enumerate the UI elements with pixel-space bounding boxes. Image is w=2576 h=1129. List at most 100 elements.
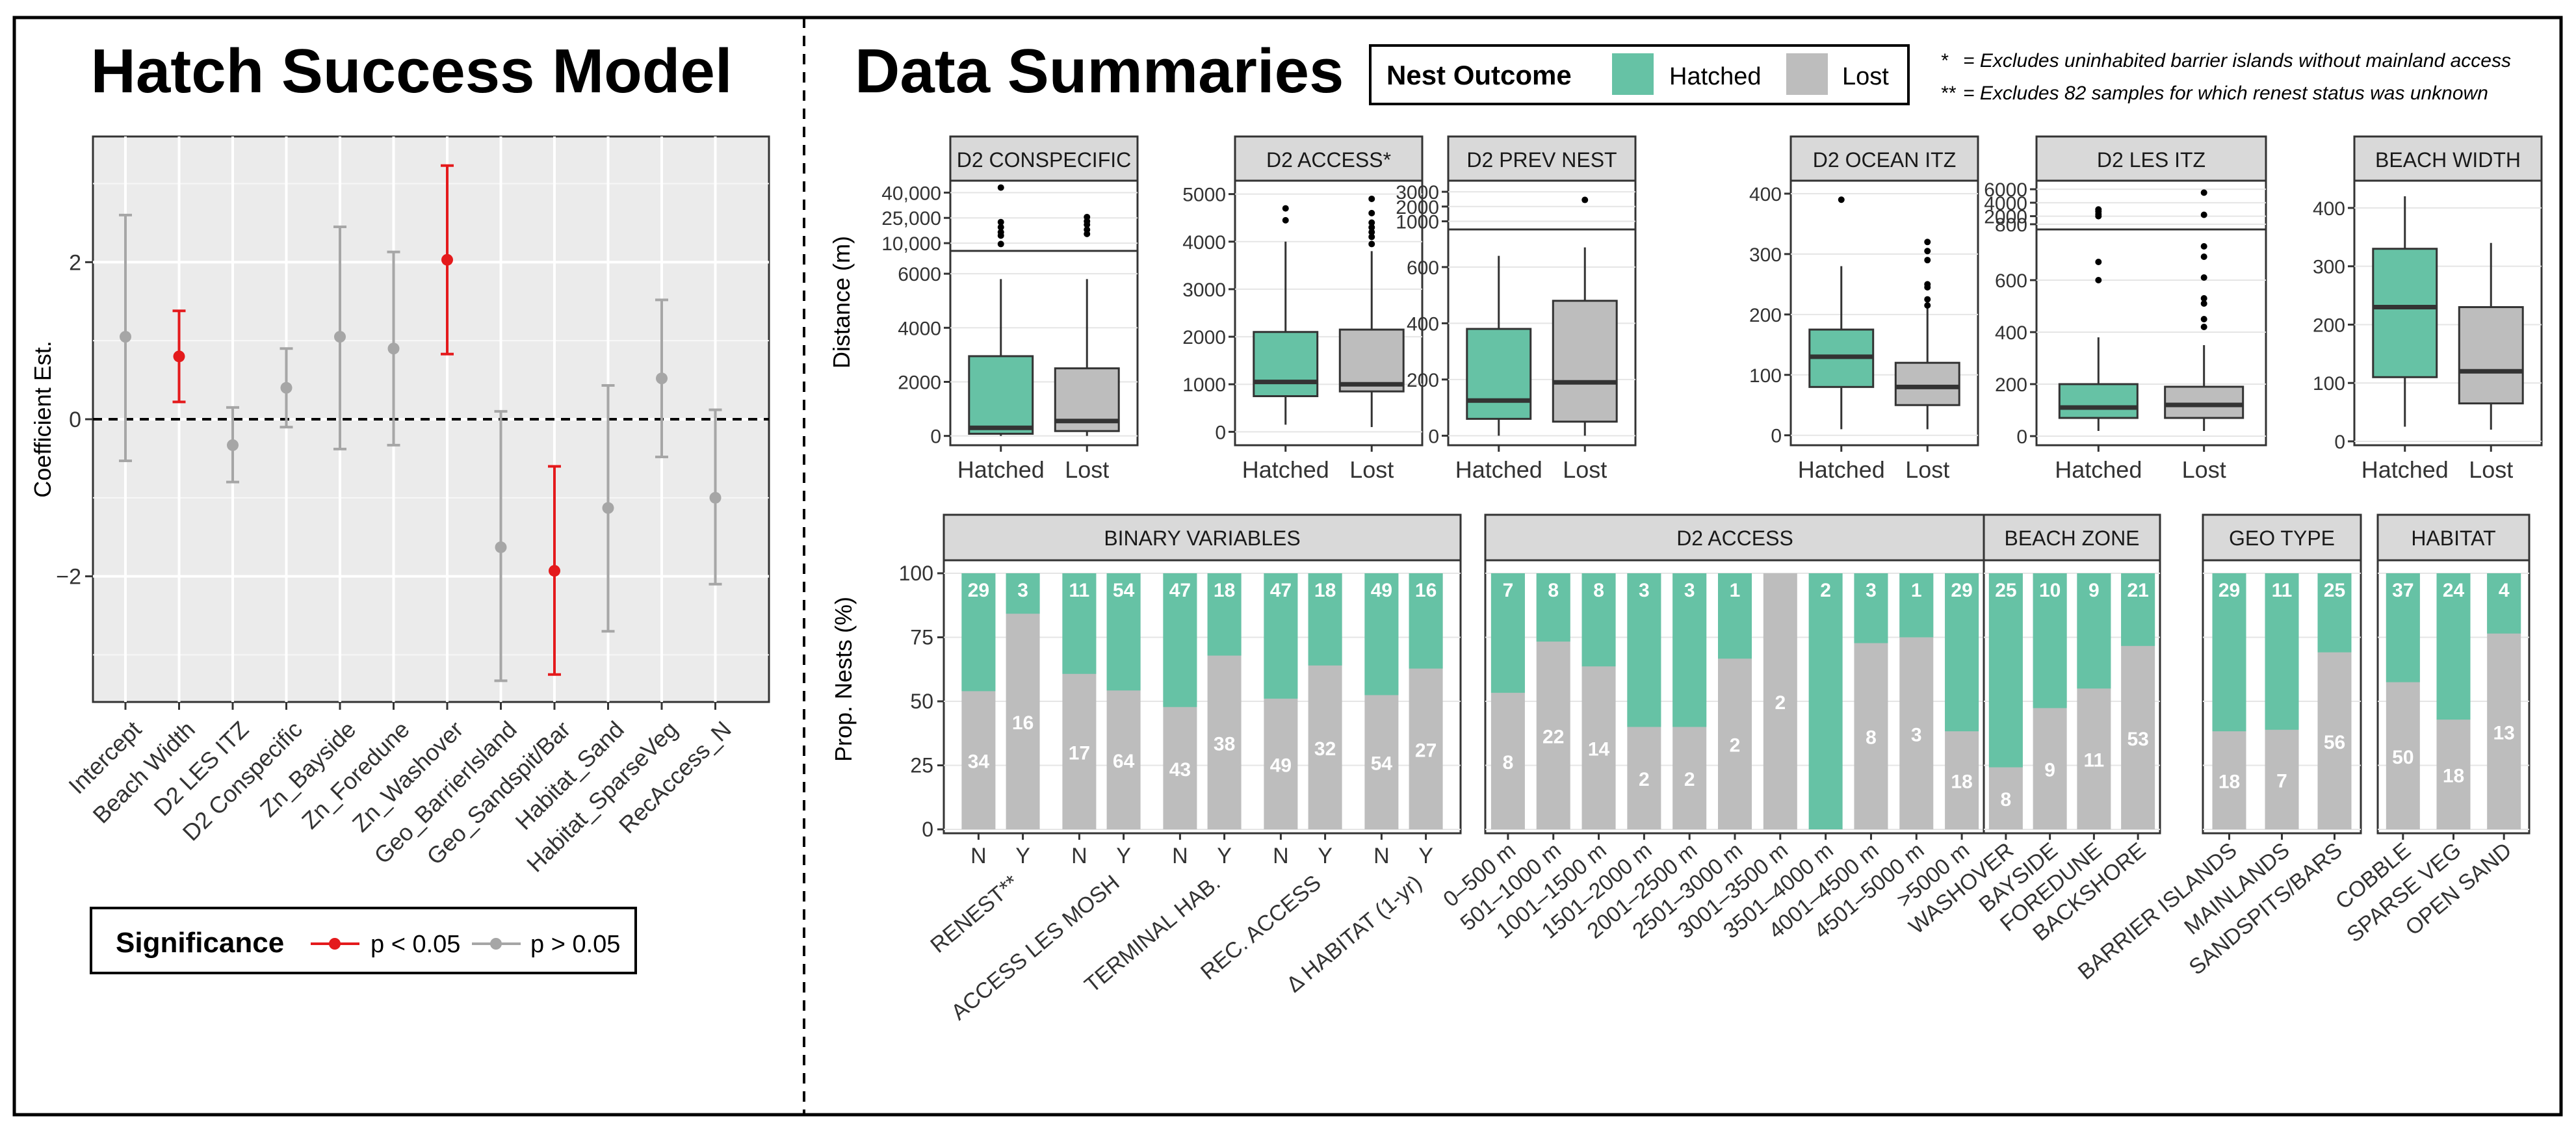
box-outlier xyxy=(1924,281,1931,288)
bar-hatched-count-label: 54 xyxy=(1113,580,1135,601)
legend-nonsig-label: p > 0.05 xyxy=(530,931,620,958)
bar-hatched-segment xyxy=(2077,573,2111,689)
coef-point xyxy=(280,382,293,394)
box-iqr xyxy=(1253,331,1319,398)
bar-x-tick-label: N xyxy=(1071,844,1087,868)
bar-lost-count-label: 32 xyxy=(1314,738,1336,760)
box-iqr xyxy=(2164,385,2244,419)
box-outlier xyxy=(1924,248,1931,255)
bar-hatched-segment xyxy=(2265,573,2299,730)
box-y-tick-label: 2000 xyxy=(1984,207,2027,228)
box-outlier xyxy=(2095,259,2102,265)
box-panel-area xyxy=(1234,179,1424,447)
significance-legend-title: Significance xyxy=(116,927,284,959)
box-y-tick-label: 200 xyxy=(2313,315,2345,336)
box-outlier xyxy=(1368,229,1375,236)
bar-lost-count-label: 8 xyxy=(2001,789,2012,811)
legend-sig-label: p < 0.05 xyxy=(371,931,460,958)
bar-hatched-count-label: 11 xyxy=(1069,580,1090,601)
box-iqr xyxy=(2372,248,2438,378)
box-iqr xyxy=(1466,328,1532,420)
facet-strip-label: D2 CONSPECIFIC xyxy=(957,148,1131,172)
bar-lost-count-label: 38 xyxy=(1214,733,1235,755)
box-outlier xyxy=(1368,209,1375,216)
bar-lost-count-label: 2 xyxy=(1730,735,1741,757)
box-outlier xyxy=(2200,300,2207,307)
box-y-tick-label: 100 xyxy=(2313,373,2345,395)
bar-lost-count-label: 22 xyxy=(1542,727,1564,748)
box-outlier xyxy=(1368,219,1375,226)
coef-point xyxy=(602,502,614,514)
coef-point xyxy=(709,491,722,504)
box-x-tick-label: Lost xyxy=(2469,456,2513,483)
bar-hatched-segment xyxy=(1308,573,1342,666)
bar-hatched-count-label: 3 xyxy=(1017,580,1028,601)
stacked-bar-panels: BINARY VARIABLES10075502503429N163YRENES… xyxy=(899,513,2530,1025)
coef-point xyxy=(549,565,560,577)
bar-hatched-count-label: 25 xyxy=(1995,580,2016,601)
bar-hatched-segment xyxy=(1808,573,1843,829)
bar-hatched-segment xyxy=(1364,573,1399,695)
box-y-tick-label: 3000 xyxy=(1396,182,1439,203)
bar-hatched-count-label: 18 xyxy=(1314,580,1336,601)
bar-hatched-segment xyxy=(2436,573,2471,720)
bar-hatched-count-label: 37 xyxy=(2392,580,2413,601)
bar-hatched-segment xyxy=(1945,573,1979,732)
bar-hatched-count-label: 11 xyxy=(2272,580,2293,601)
bar-hatched-segment xyxy=(2212,573,2246,732)
bar-lost-count-label: 64 xyxy=(1113,751,1135,772)
bar-hatched-segment xyxy=(2386,573,2420,682)
bar-hatched-count-label: 49 xyxy=(1371,580,1392,601)
box-y-tick-label: 5000 xyxy=(1182,185,1226,206)
bar-hatched-count-label: 18 xyxy=(1214,580,1235,601)
coef-point xyxy=(656,372,668,385)
coef-y-tick-label: −2 xyxy=(56,565,81,590)
footnote-1-mark: * xyxy=(1940,50,1949,71)
box-x-tick-label: Hatched xyxy=(2361,456,2449,483)
bar-lost-count-label: 3 xyxy=(1911,724,1922,746)
bar-lost-count-label: 8 xyxy=(1503,752,1514,773)
right-panel-title: Data Summaries xyxy=(855,36,1344,106)
data-summaries-header: Data Summaries Nest Outcome Hatched Lost… xyxy=(855,36,2511,106)
bar-hatched-segment xyxy=(2317,573,2352,653)
box-y-tick-label: 600 xyxy=(1995,270,2027,292)
coef-point xyxy=(334,331,346,343)
box-outlier xyxy=(2200,243,2207,250)
box-iqr xyxy=(1894,361,1960,406)
bar-hatched-segment xyxy=(1006,573,1040,614)
bar-hatched-count-label: 3 xyxy=(1684,580,1695,601)
facet-strip-label: D2 PREV NEST xyxy=(1466,148,1617,172)
bar-hatched-segment xyxy=(2487,573,2521,634)
box-y-tick-label: 400 xyxy=(1407,313,1439,335)
bar-lost-count-label: 56 xyxy=(2324,732,2345,753)
box-y-tick-label: 2000 xyxy=(898,372,941,393)
bar-lost-count-label: 50 xyxy=(2392,747,2413,768)
box-outlier xyxy=(1084,213,1091,220)
bar-hatched-count-label: 8 xyxy=(1548,580,1559,601)
legend-sig-dot xyxy=(329,938,341,950)
bar-y-axis-label: Prop. Nests (%) xyxy=(830,597,857,762)
legend-lost-swatch xyxy=(1786,53,1828,95)
box-outlier xyxy=(997,240,1004,248)
bar-x-tick-label: Y xyxy=(1318,844,1333,868)
bar-lost-count-label: 27 xyxy=(1415,740,1437,761)
box-outlier xyxy=(1924,296,1931,303)
bar-lost-count-label: 18 xyxy=(1951,772,1972,793)
box-outlier xyxy=(1924,239,1931,246)
facet-strip-label: GEO TYPE xyxy=(2229,526,2335,550)
facet-strip-label: D2 ACCESS* xyxy=(1266,148,1391,172)
legend-hatched-swatch xyxy=(1612,53,1654,95)
box-y-tick-label: 0 xyxy=(1428,426,1439,447)
bar-lost-count-label: 7 xyxy=(2276,770,2287,792)
box-iqr xyxy=(2058,383,2139,419)
facet-strip-label: D2 OCEAN ITZ xyxy=(1813,148,1956,172)
figure-frame xyxy=(12,16,2563,1117)
bar-lost-count-label: 18 xyxy=(2443,766,2464,787)
box-y-axis-label: Distance (m) xyxy=(828,236,855,369)
bar-facet-binary-variables: BINARY VARIABLES10075502503429N163YRENES… xyxy=(899,513,1462,1025)
box-y-tick-label: 40,000 xyxy=(881,183,941,204)
box-y-tick-label: 300 xyxy=(1749,244,1782,266)
coef-point xyxy=(227,439,239,451)
